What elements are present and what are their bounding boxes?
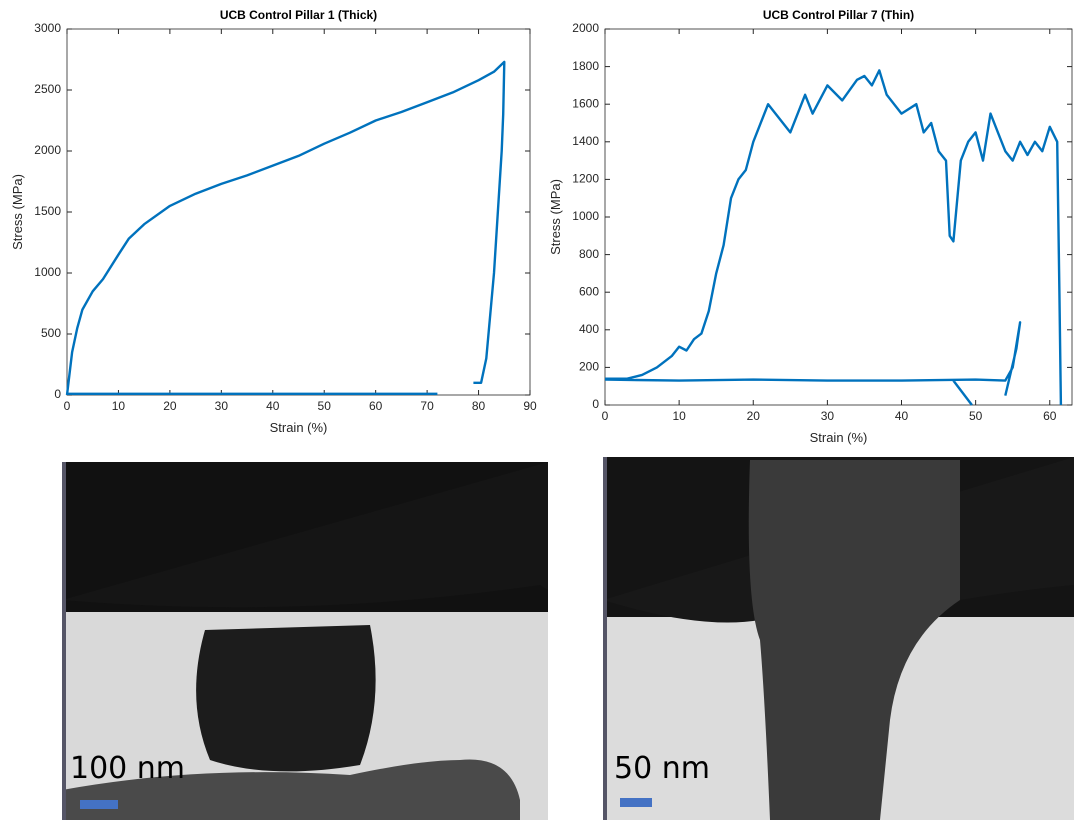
scale-label: 100 nm	[70, 751, 185, 786]
x-tick-label: 40	[266, 399, 280, 413]
x-tick-label: 30	[821, 409, 835, 423]
x-tick-label: 90	[523, 399, 537, 413]
x-tick-label: 80	[472, 399, 486, 413]
scale-label: 50 nm	[614, 751, 710, 786]
x-tick-label: 20	[163, 399, 177, 413]
y-tick-label: 2000	[572, 21, 599, 35]
x-tick-label: 0	[64, 399, 71, 413]
y-tick-label: 500	[41, 326, 61, 340]
plot-area	[604, 28, 1073, 406]
y-axis-label: Stress (MPa)	[10, 174, 25, 250]
x-tick-label: 50	[318, 399, 332, 413]
x-tick-label: 20	[747, 409, 761, 423]
data-line	[65, 60, 506, 396]
y-tick-label: 1500	[34, 204, 61, 218]
data-line	[604, 69, 1063, 406]
y-tick-label: 0	[592, 397, 599, 411]
y-tick-label: 1800	[572, 59, 599, 73]
y-tick-label: 600	[579, 284, 599, 298]
y-tick-label: 2500	[34, 82, 61, 96]
y-tick-label: 3000	[34, 21, 61, 35]
x-tick-label: 10	[112, 399, 126, 413]
x-tick-label: 60	[1043, 409, 1057, 423]
chart-title: UCB Control Pillar 7 (Thin)	[763, 8, 914, 22]
y-tick-label: 200	[579, 360, 599, 374]
tem-image-thick: 100 nm	[62, 462, 548, 820]
y-tick-label: 2000	[34, 143, 61, 157]
chart-title: UCB Control Pillar 1 (Thick)	[220, 8, 377, 22]
tem-image-thin: 50 nm	[603, 457, 1074, 820]
plot-area	[66, 28, 531, 396]
y-tick-label: 800	[579, 247, 599, 261]
x-tick-label: 30	[215, 399, 229, 413]
y-tick-label: 400	[579, 322, 599, 336]
x-tick-label: 50	[969, 409, 983, 423]
x-tick-label: 10	[672, 409, 686, 423]
chart: 0 10 20 30 40 50 60 70 80 90 0 500 1000 1500 2000 2500 3…	[10, 8, 537, 435]
y-tick-label: 1400	[572, 134, 599, 148]
y-tick-label: 1600	[572, 96, 599, 110]
x-axis-label: Strain (%)	[810, 430, 868, 445]
x-tick-label: 70	[420, 399, 434, 413]
x-tick-label: 0	[602, 409, 609, 423]
x-tick-label: 60	[369, 399, 383, 413]
y-tick-label: 1000	[572, 209, 599, 223]
x-tick-label: 40	[895, 409, 909, 423]
y-axis-label: Stress (MPa)	[548, 179, 563, 255]
chart: 0 10 20 30 40 50 60020040060080010001200140016…	[548, 8, 1073, 445]
x-axis-label: Strain (%)	[270, 420, 328, 435]
y-tick-label: 1000	[34, 265, 61, 279]
y-tick-label: 1200	[572, 172, 599, 186]
y-tick-label: 0	[54, 387, 61, 401]
